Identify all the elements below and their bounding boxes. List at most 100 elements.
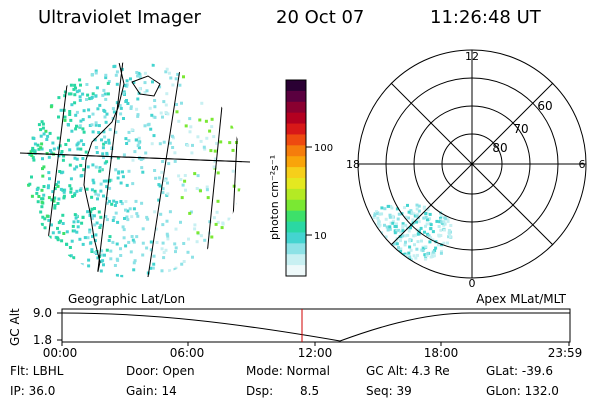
emission-pixel <box>415 207 419 211</box>
emission-pixel <box>199 189 202 193</box>
emission-pixel <box>105 160 109 164</box>
mlt-label-18: 18 <box>346 158 360 171</box>
emission-pixel <box>135 212 139 216</box>
emission-pixel <box>378 233 382 237</box>
emission-pixel <box>191 143 194 147</box>
emission-pixel <box>417 209 421 213</box>
emission-pixel <box>424 215 428 219</box>
emission-pixel <box>206 196 210 200</box>
emission-pixel <box>113 264 117 267</box>
emission-pixel <box>404 254 408 258</box>
emission-pixel <box>87 108 91 112</box>
polar-emission-pixels <box>361 203 453 265</box>
emission-pixel <box>98 166 102 170</box>
emission-pixel <box>78 98 82 102</box>
emission-pixel <box>53 206 57 210</box>
emission-pixel <box>161 115 164 119</box>
emission-pixel <box>67 254 71 258</box>
emission-pixel <box>186 250 190 254</box>
emission-pixel <box>100 253 104 257</box>
emission-pixel <box>133 259 137 263</box>
emission-pixel <box>88 228 92 232</box>
emission-pixel <box>141 227 145 231</box>
emission-pixel <box>86 165 90 169</box>
emission-pixel <box>97 124 101 128</box>
emission-pixel <box>124 137 128 141</box>
emission-pixel <box>82 143 86 146</box>
emission-pixel <box>383 207 387 211</box>
emission-pixel <box>154 176 158 180</box>
emission-pixel <box>407 239 411 243</box>
emission-pixel <box>85 98 88 101</box>
emission-pixel <box>388 215 392 219</box>
emission-pixel <box>104 73 108 77</box>
emission-pixel <box>387 204 390 208</box>
emission-pixel <box>413 214 417 218</box>
emission-pixel <box>117 171 121 175</box>
filter-value: Flt: LBHL <box>10 364 64 378</box>
emission-pixel <box>165 232 169 236</box>
emission-pixel <box>94 123 98 127</box>
emission-pixel <box>144 151 148 155</box>
emission-pixel <box>103 115 107 119</box>
emission-pixel <box>81 157 85 160</box>
emission-pixel <box>151 266 155 270</box>
colorbar-tick-100: 100 <box>314 143 333 154</box>
emission-pixel <box>90 195 94 199</box>
emission-pixel <box>56 226 59 230</box>
emission-pixel <box>133 150 137 154</box>
emission-pixel <box>177 174 181 178</box>
emission-pixel <box>158 184 162 188</box>
emission-pixel <box>189 210 193 214</box>
emission-pixel <box>40 205 44 209</box>
emission-pixel <box>28 182 32 186</box>
emission-pixel <box>105 151 109 155</box>
emission-pixel <box>127 240 131 244</box>
emission-pixel <box>377 246 381 250</box>
emission-pixel <box>368 227 372 230</box>
emission-pixel <box>141 170 145 174</box>
emission-pixel <box>395 242 399 246</box>
emission-pixel <box>75 110 79 114</box>
emission-pixel <box>102 179 106 183</box>
emission-pixel <box>442 220 446 224</box>
colorbar-segment <box>286 243 306 255</box>
emission-pixel <box>115 82 119 86</box>
emission-pixel <box>48 177 51 181</box>
emission-pixel <box>120 202 124 206</box>
emission-pixel <box>62 194 66 198</box>
emission-pixel <box>203 147 207 151</box>
emission-pixel <box>174 250 177 254</box>
emission-pixel <box>123 217 126 220</box>
emission-pixel <box>39 146 43 150</box>
emission-pixel <box>443 228 446 232</box>
emission-pixel <box>404 240 407 244</box>
emission-pixel <box>108 199 111 203</box>
emission-pixel <box>410 258 413 262</box>
emission-pixel <box>216 220 220 224</box>
colorbar-segment <box>286 80 306 92</box>
emission-pixel <box>69 190 73 194</box>
emission-pixel <box>102 130 106 134</box>
emission-pixel <box>384 217 388 221</box>
emission-pixel <box>393 242 396 246</box>
emission-pixel <box>394 239 398 243</box>
emission-pixel <box>40 142 44 146</box>
mlt-label-12: 12 <box>465 50 479 63</box>
emission-pixel <box>35 188 39 191</box>
emission-pixel <box>96 256 100 260</box>
emission-pixel <box>152 134 156 138</box>
emission-pixel <box>216 199 220 203</box>
emission-pixel <box>62 190 66 194</box>
emission-pixel <box>230 125 234 129</box>
emission-pixel <box>103 135 107 139</box>
emission-pixel <box>88 230 92 234</box>
emission-pixel <box>431 254 435 258</box>
emission-pixel <box>95 86 99 90</box>
emission-pixel <box>165 219 169 223</box>
emission-pixel <box>114 168 118 172</box>
emission-pixel <box>386 245 389 249</box>
mlat-label-70: 70 <box>513 122 528 136</box>
emission-pixel <box>158 142 162 146</box>
emission-pixel <box>401 224 405 228</box>
